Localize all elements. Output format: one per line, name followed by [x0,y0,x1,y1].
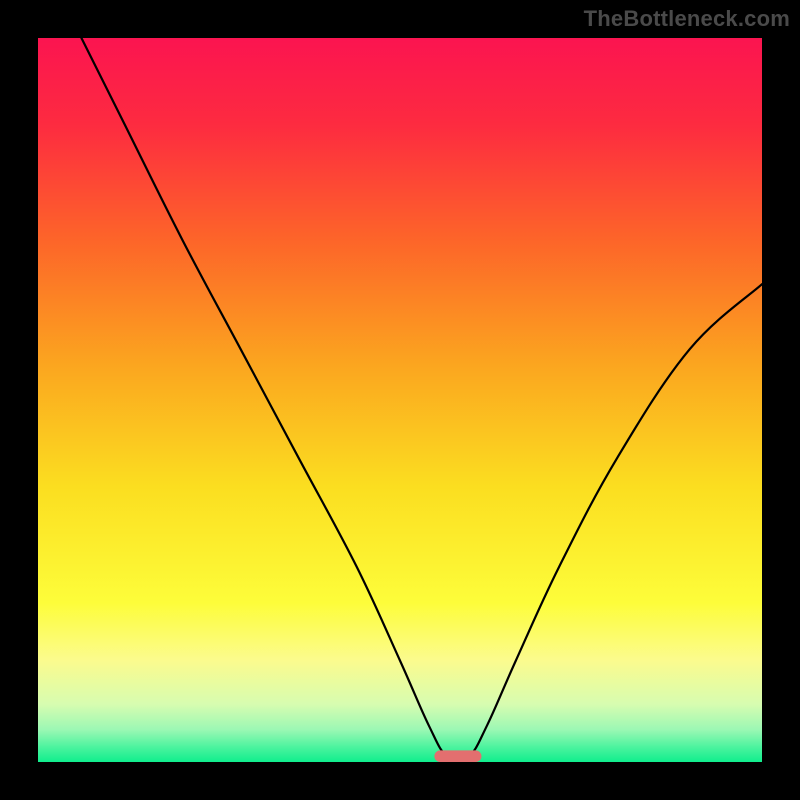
plot-svg [38,38,762,762]
watermark-text: TheBottleneck.com [584,6,790,32]
chart-stage: TheBottleneck.com [0,0,800,800]
minimum-marker [434,750,481,762]
plot-area [38,38,762,762]
